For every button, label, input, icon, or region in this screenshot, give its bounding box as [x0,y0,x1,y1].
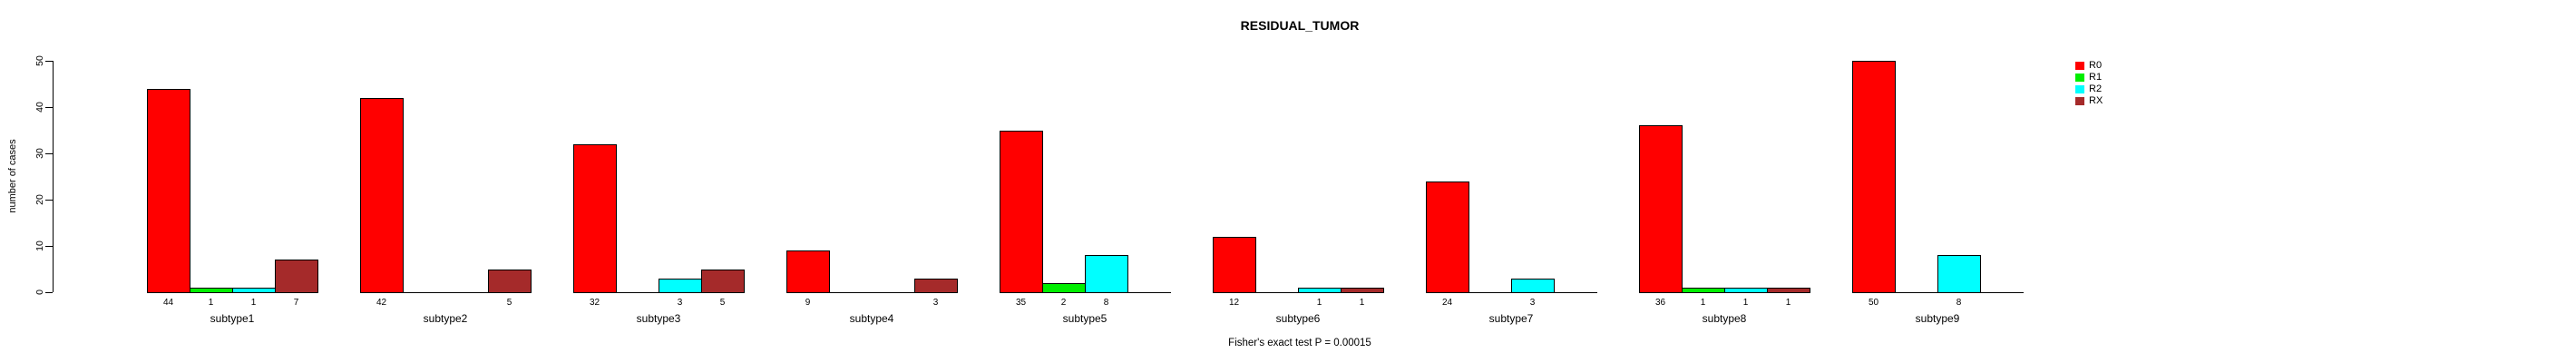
bar-value-label: 42 [376,298,387,308]
y-tick-label: 40 [34,102,45,113]
bar-value-label: 8 [1956,298,1962,308]
legend-label-r2: R2 [2089,83,2103,94]
category-label-subtype7: subtype7 [1488,312,1534,325]
bar-value-label: 8 [1103,298,1109,308]
bar-value-label: 9 [805,298,811,308]
bar-value-label: 32 [589,298,600,308]
bar-value-label: 3 [1529,298,1536,308]
bar-r2-subtype8 [1724,287,1768,293]
y-tick-label: 50 [34,55,45,66]
y-axis-label: number of cases [7,139,18,213]
bar-r2-subtype6 [1298,287,1342,293]
fisher-test-annotation: Fisher's exact test P = 0.00015 [1228,338,1371,348]
bar-rx-subtype1 [275,260,318,293]
bar-value-label: 1 [1742,298,1749,308]
category-label-subtype8: subtype8 [1702,312,1747,325]
bar-rx-subtype2 [488,269,532,293]
legend-swatch-r2 [2075,85,2084,93]
y-axis-tick [45,107,53,108]
bar-value-label: 1 [208,298,214,308]
bar-rx-subtype6 [1341,287,1384,293]
bar-r1-subtype8 [1682,287,1725,293]
legend-label-r1: R1 [2089,72,2103,83]
bar-value-label: 5 [719,298,726,308]
bar-r2-subtype9 [1937,255,1981,293]
y-axis-tick [45,153,53,154]
y-tick-label: 30 [34,148,45,159]
bar-value-label: 36 [1654,298,1666,308]
bar-r2-subtype1 [232,287,276,293]
y-axis-tick [45,292,53,293]
bar-value-label: 2 [1060,298,1067,308]
y-axis-tick [45,61,53,62]
bar-r0-subtype6 [1213,236,1256,293]
bar-r0-subtype2 [360,97,404,293]
bar-value-label: 1 [250,298,257,308]
bar-value-label: 3 [932,298,939,308]
bar-rx-subtype3 [701,269,745,293]
bar-r0-subtype9 [1852,61,1896,293]
bar-value-label: 1 [1700,298,1706,308]
legend-swatch-rx [2075,97,2084,105]
y-tick-label: 10 [34,240,45,251]
bar-r0-subtype1 [147,88,190,293]
bar-r0-subtype5 [1000,130,1043,293]
bar-rx-subtype8 [1767,287,1810,293]
legend-label-r0: R0 [2089,60,2103,71]
category-label-subtype5: subtype5 [1062,312,1107,325]
legend-label-rx: RX [2089,95,2103,106]
bar-value-label: 1 [1359,298,1365,308]
bar-r1-subtype5 [1042,282,1086,293]
bar-r2-subtype3 [659,278,702,293]
bar-value-label: 50 [1868,298,1879,308]
bar-value-label: 12 [1228,298,1240,308]
bar-value-label: 3 [677,298,683,308]
category-label-subtype3: subtype3 [636,312,681,325]
bar-r0-subtype3 [573,143,617,293]
y-axis-tick [45,246,53,247]
bar-value-label: 1 [1785,298,1791,308]
legend-swatch-r1 [2075,74,2084,82]
chart-title: RESIDUAL_TUMOR [1240,18,1360,33]
bar-value-label: 7 [293,298,299,308]
x-axis-baseline [360,292,532,293]
y-tick-label: 20 [34,194,45,205]
bar-value-label: 35 [1015,298,1027,308]
bar-rx-subtype4 [914,278,958,293]
bar-r1-subtype1 [190,287,233,293]
y-tick-label: 0 [34,289,45,295]
category-label-subtype2: subtype2 [423,312,468,325]
category-label-subtype1: subtype1 [210,312,255,325]
legend-swatch-r0 [2075,62,2084,70]
x-axis-baseline [786,292,958,293]
y-axis-tick [45,200,53,201]
category-label-subtype4: subtype4 [849,312,894,325]
bar-r2-subtype7 [1511,278,1555,293]
bar-r2-subtype5 [1085,255,1128,293]
bar-value-label: 5 [506,298,512,308]
bar-value-label: 1 [1316,298,1322,308]
y-axis-line [53,61,54,292]
bar-value-label: 44 [162,298,174,308]
bar-value-label: 24 [1441,298,1453,308]
bar-r0-subtype8 [1639,125,1683,293]
bar-r0-subtype7 [1426,181,1469,293]
bar-r0-subtype4 [786,250,830,293]
category-label-subtype9: subtype9 [1915,312,1960,325]
category-label-subtype6: subtype6 [1275,312,1321,325]
